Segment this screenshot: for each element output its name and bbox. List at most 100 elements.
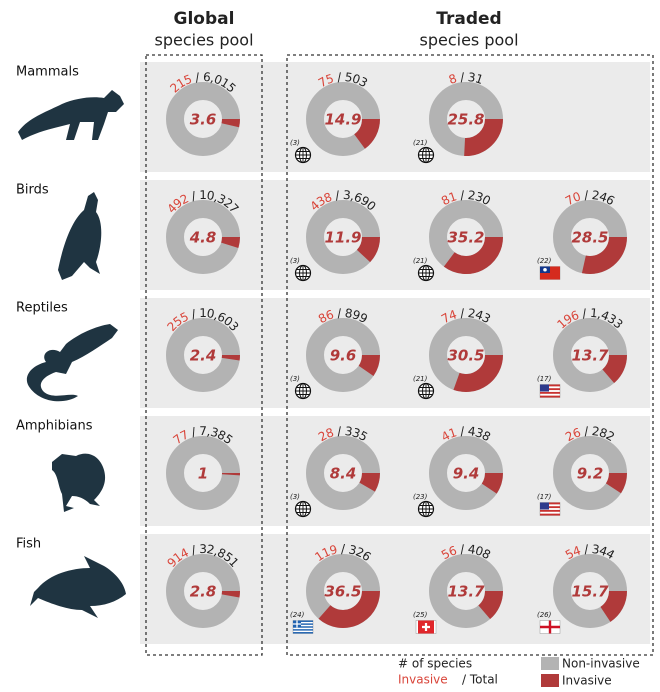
donut-wedge xyxy=(221,237,240,248)
reference: (25) xyxy=(413,611,428,619)
invasive-count: 56 xyxy=(439,543,459,562)
globe-lines xyxy=(295,501,311,517)
globe-lines xyxy=(418,501,434,517)
donut-percent: 2.4 xyxy=(190,347,217,365)
donut-percent: 13.7 xyxy=(571,347,609,365)
donut-percent: 28.5 xyxy=(571,229,608,247)
icon-taiwan xyxy=(539,266,561,280)
separator: / xyxy=(455,423,468,438)
flag-part xyxy=(540,513,560,516)
icon-globe xyxy=(294,146,312,164)
invasive-count: 26 xyxy=(563,425,583,444)
donut-wedge xyxy=(356,237,380,263)
donut-wedge xyxy=(221,119,240,128)
legend-title: # of species xyxy=(398,657,472,671)
reference: (3) xyxy=(290,139,300,147)
donut-wedge xyxy=(221,591,240,598)
count-label: 41 / 438 xyxy=(439,423,494,443)
separator: / xyxy=(186,188,201,204)
globe-lines xyxy=(295,265,311,281)
reference: (26) xyxy=(537,611,552,619)
donut-wedge xyxy=(443,237,503,275)
panel-frame xyxy=(145,54,263,656)
donut-wedge xyxy=(221,473,240,476)
icon-globe xyxy=(417,146,435,164)
reference: (3) xyxy=(290,375,300,383)
donut-wedge xyxy=(221,355,240,361)
flag-part xyxy=(293,623,313,625)
donut-percent: 30.5 xyxy=(447,347,484,365)
animal-silhouette xyxy=(30,556,126,618)
icon-globe xyxy=(294,264,312,282)
animal-silhouette xyxy=(52,453,106,512)
legend-total-text: / Total xyxy=(462,673,498,687)
donut-percent: 3.6 xyxy=(190,111,217,129)
legend-label: Non-invasive xyxy=(562,657,640,671)
flag-part xyxy=(540,395,560,398)
invasive-count: 41 xyxy=(439,425,459,444)
reference: (22) xyxy=(537,257,552,265)
separator: / xyxy=(332,305,345,320)
donut-percent: 1 xyxy=(198,465,208,483)
donut-percent: 8.4 xyxy=(330,465,357,483)
donut-wedge xyxy=(358,355,380,376)
donut-percent: 13.7 xyxy=(447,583,485,601)
invasive-count: 75 xyxy=(316,71,336,90)
icon-globe xyxy=(294,500,312,518)
icon-switzerland xyxy=(415,620,437,634)
reference: (23) xyxy=(413,493,428,501)
separator: / xyxy=(330,187,344,202)
separator: / xyxy=(332,423,345,438)
donut-percent: 35.2 xyxy=(447,229,484,247)
flag-part xyxy=(540,506,560,509)
icon-greece xyxy=(292,620,314,634)
donut-percent: 9.2 xyxy=(577,465,604,483)
separator: / xyxy=(579,541,592,556)
row-label: Reptiles xyxy=(16,301,68,316)
donut-wedge xyxy=(354,119,380,149)
donut-percent: 25.8 xyxy=(447,111,484,129)
separator: / xyxy=(455,541,468,556)
donut-percent: 4.8 xyxy=(189,229,217,247)
panel-subtitle: species pool xyxy=(154,31,253,50)
globe-lines xyxy=(418,383,434,399)
globe-lines xyxy=(418,265,434,281)
icon-globe xyxy=(417,264,435,282)
donut-percent: 14.9 xyxy=(324,111,361,129)
separator: / xyxy=(332,69,345,84)
donut-wedge xyxy=(600,591,627,622)
separator: / xyxy=(186,424,201,440)
reference: (3) xyxy=(290,493,300,501)
row-label: Amphibians xyxy=(16,419,93,434)
flag-part xyxy=(540,384,560,387)
legend-label: Invasive xyxy=(562,674,612,688)
flag-part xyxy=(422,623,430,631)
flag-part xyxy=(540,509,560,512)
invasive-count: 28 xyxy=(316,425,336,444)
invasive-count: 86 xyxy=(316,307,336,326)
globe-lines xyxy=(295,383,311,399)
animal-silhouette xyxy=(58,192,102,280)
flag-part xyxy=(293,626,313,628)
icon-globe xyxy=(294,382,312,400)
row-label: Birds xyxy=(16,183,49,198)
row-label: Mammals xyxy=(16,65,79,80)
icon-usa xyxy=(539,384,561,398)
flag-part xyxy=(540,391,560,394)
panel-title: Global xyxy=(174,9,235,29)
separator: / xyxy=(455,187,468,202)
donut-percent: 15.7 xyxy=(571,583,609,601)
separator: / xyxy=(186,306,201,322)
animal-silhouette xyxy=(26,324,119,402)
icon-england xyxy=(539,620,561,634)
flag-part xyxy=(543,267,547,272)
separator: / xyxy=(579,423,592,438)
flag-part xyxy=(293,629,313,631)
donut-percent: 2.8 xyxy=(190,583,217,601)
panel-subtitle: species pool xyxy=(419,31,518,50)
reference: (17) xyxy=(537,493,552,501)
flag-part xyxy=(293,620,313,622)
icon-globe xyxy=(417,500,435,518)
globe-lines xyxy=(418,147,434,163)
